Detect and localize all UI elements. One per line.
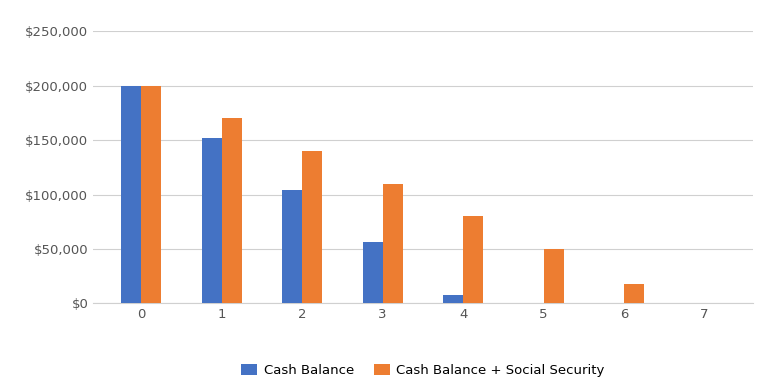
Bar [222,118,242,303]
Bar [141,86,161,303]
Bar [383,184,403,303]
Bar [624,284,644,303]
Bar [202,138,222,303]
Legend: Cash Balance, Cash Balance + Social Security: Cash Balance, Cash Balance + Social Secu… [236,359,610,383]
Bar [543,249,563,303]
Bar [121,86,141,303]
Bar [463,216,483,303]
Bar [362,242,383,303]
Bar [443,295,463,303]
Bar [303,151,322,303]
Bar [282,190,303,303]
